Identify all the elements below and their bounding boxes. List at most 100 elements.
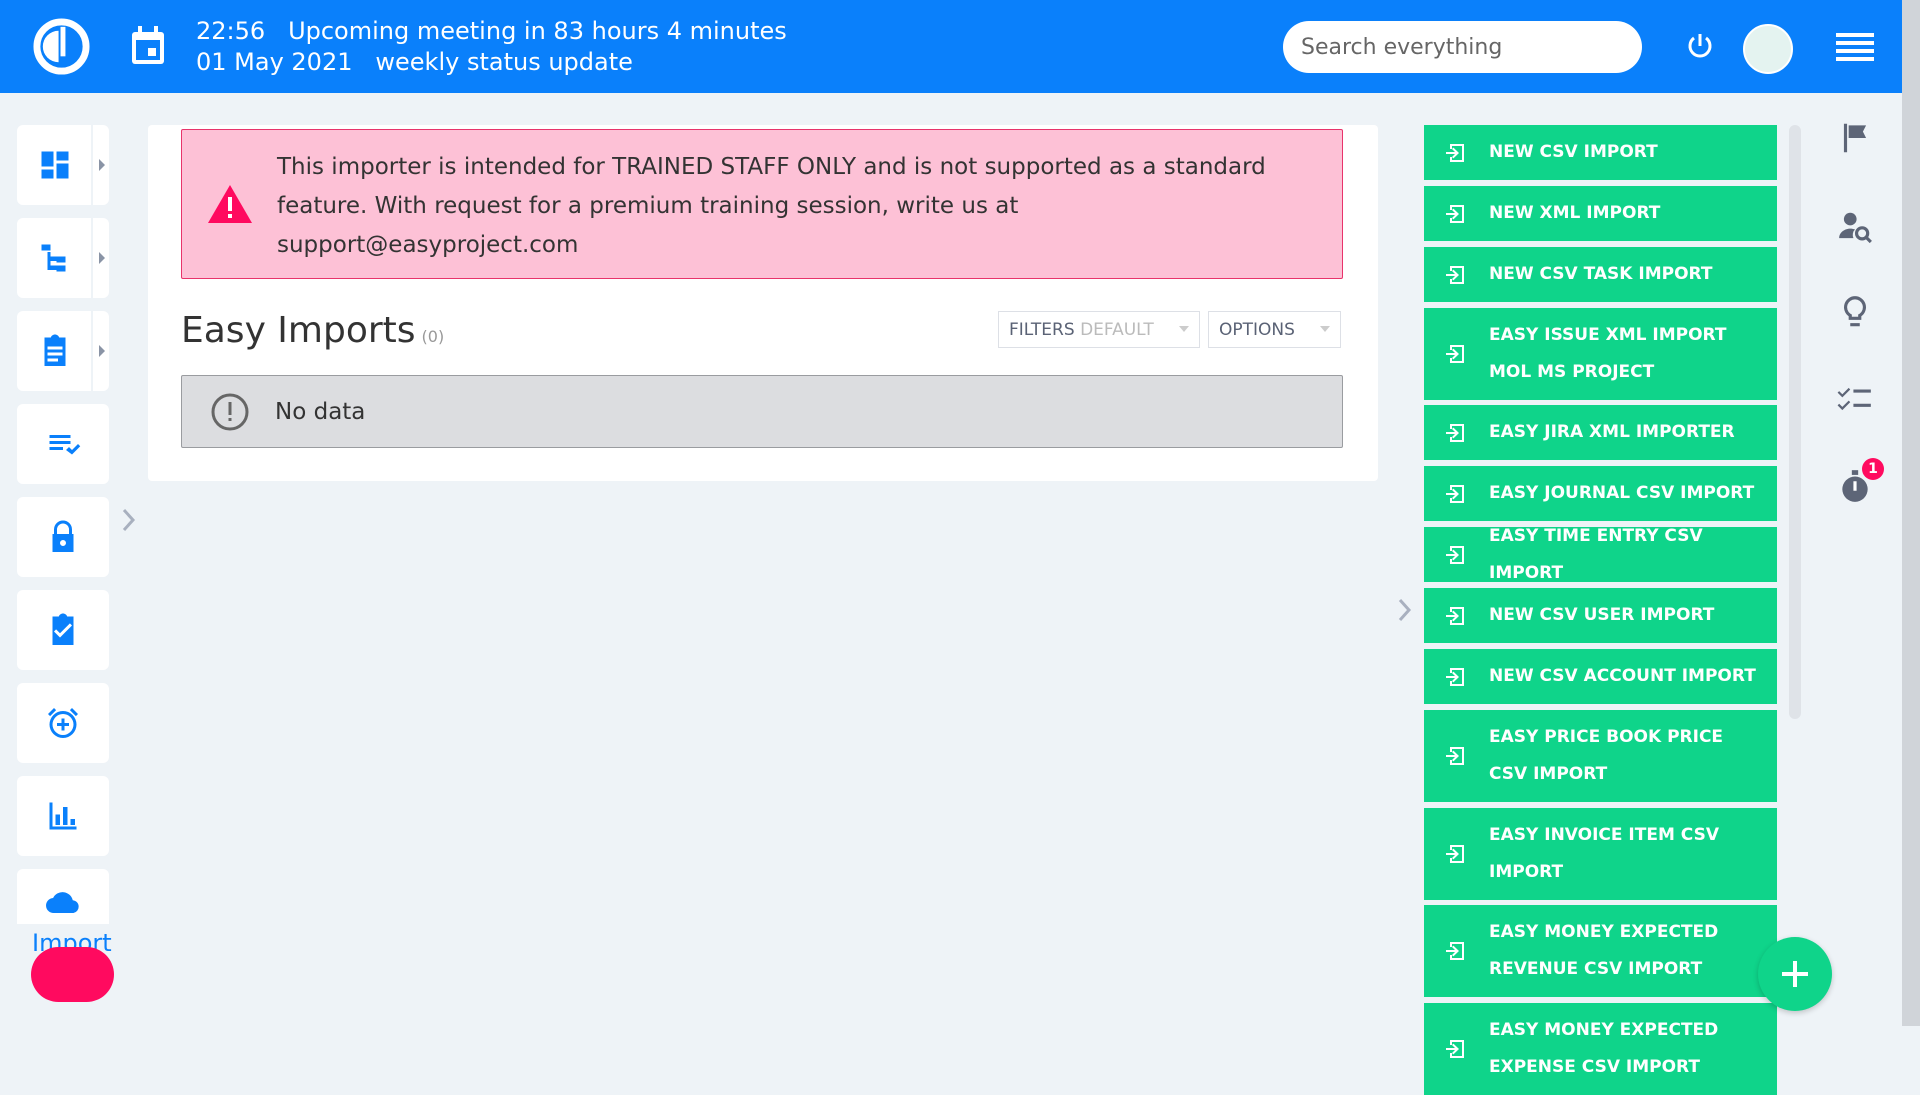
list-check-icon: [49, 435, 81, 455]
feedback-blob-button[interactable]: [31, 947, 114, 1002]
import-action-label: NEW XML IMPORT: [1489, 203, 1661, 223]
import-icon: [1446, 545, 1464, 564]
page-title-text: Easy Imports: [181, 310, 416, 351]
import-action-label: EASY TIME ENTRY CSV IMPORT: [1489, 525, 1703, 583]
checklist-icon[interactable]: [1836, 380, 1874, 418]
page-scrollbar[interactable]: [1902, 0, 1920, 1026]
import-action-button[interactable]: NEW CSV USER IMPORT: [1424, 588, 1777, 643]
lightbulb-icon[interactable]: [1836, 293, 1874, 331]
import-action-label: NEW CSV IMPORT: [1489, 142, 1658, 162]
no-data-panel: No data: [181, 375, 1343, 448]
expand-arrow-icon[interactable]: [99, 159, 105, 171]
power-icon[interactable]: [1686, 32, 1714, 60]
actions-collapse-chevron-icon[interactable]: [1398, 598, 1412, 622]
import-icon: [1446, 606, 1464, 625]
sidebar-item-checklist[interactable]: [17, 404, 109, 484]
import-action-button[interactable]: EASY INVOICE ITEM CSV IMPORT: [1424, 808, 1777, 900]
warning-icon: [208, 185, 252, 223]
import-action-button[interactable]: EASY MONEY EXPECTED EXPENSE CSV IMPORT: [1424, 1003, 1777, 1095]
import-action-label: NEW CSV ACCOUNT IMPORT: [1489, 666, 1756, 686]
import-action-button[interactable]: NEW CSV ACCOUNT IMPORT: [1424, 649, 1777, 704]
sidebar-item-reports[interactable]: [17, 776, 109, 856]
add-fab-button[interactable]: [1758, 937, 1832, 1011]
tree-icon: [41, 244, 66, 272]
sidebar-item-my-tasks[interactable]: [17, 590, 109, 670]
import-action-label: EASY PRICE BOOK PRICE CSV IMPORT: [1489, 727, 1724, 784]
options-dropdown[interactable]: OPTIONS: [1208, 311, 1341, 348]
sidebar-item-tasks[interactable]: [17, 311, 109, 391]
import-icon: [1446, 667, 1464, 686]
import-action-label: EASY MONEY EXPECTED REVENUE CSV IMPORT: [1489, 922, 1719, 979]
user-search-icon[interactable]: [1836, 208, 1874, 246]
page-title: Easy Imports (0): [181, 310, 444, 351]
import-action-label: EASY JOURNAL CSV IMPORT: [1489, 483, 1755, 503]
alarm-plus-icon: [48, 708, 78, 738]
sidebar-expand-chevron-icon[interactable]: [122, 508, 136, 532]
import-icon: [1446, 143, 1464, 162]
filters-dropdown[interactable]: FILTERS DEFAULT: [998, 311, 1200, 348]
import-action-label: EASY INVOICE ITEM CSV IMPORT: [1489, 825, 1719, 882]
upcoming-meeting: Upcoming meeting in 83 hours 4 minutes: [288, 17, 787, 45]
flag-icon[interactable]: [1836, 119, 1874, 157]
warning-alert: This importer is intended for TRAINED ST…: [181, 129, 1343, 279]
import-action-label: NEW CSV TASK IMPORT: [1489, 264, 1713, 284]
expand-arrow-icon[interactable]: [99, 252, 105, 264]
import-icon: [1446, 942, 1464, 960]
filters-label: FILTERS: [1009, 319, 1075, 340]
import-icon: [1446, 345, 1464, 363]
lock-icon: [52, 520, 74, 552]
sidebar-item-dashboard[interactable]: [17, 125, 109, 205]
import-action-button[interactable]: NEW CSV IMPORT: [1424, 125, 1777, 180]
info-circle-icon: [211, 393, 249, 430]
cloud-icon: [46, 892, 79, 914]
timer-badge: 1: [1862, 458, 1884, 480]
caret-down-icon: [1179, 326, 1189, 332]
import-action-button[interactable]: EASY PRICE BOOK PRICE CSV IMPORT: [1424, 710, 1777, 802]
plus-icon: [1782, 961, 1808, 987]
expand-arrow-icon[interactable]: [99, 345, 105, 357]
current-date: 01 May 2021: [196, 48, 353, 76]
import-action-label: EASY JIRA XML IMPORTER: [1489, 422, 1735, 442]
import-action-label: NEW CSV USER IMPORT: [1489, 605, 1715, 625]
import-action-button[interactable]: NEW CSV TASK IMPORT: [1424, 247, 1777, 302]
import-icon: [1446, 423, 1464, 442]
options-label: OPTIONS: [1219, 319, 1295, 340]
sidebar-item-projects-tree[interactable]: [17, 218, 109, 298]
import-action-button[interactable]: NEW XML IMPORT: [1424, 186, 1777, 241]
import-action-button[interactable]: EASY JOURNAL CSV IMPORT: [1424, 466, 1777, 521]
import-icon: [1446, 265, 1464, 284]
calendar-icon[interactable]: [130, 26, 166, 66]
timer-icon[interactable]: [1836, 467, 1874, 505]
hamburger-menu-icon[interactable]: [1836, 33, 1874, 61]
filters-value: DEFAULT: [1080, 319, 1154, 340]
import-action-label: EASY ISSUE XML IMPORT MOL MS PROJECT: [1489, 325, 1727, 382]
clock-time: 22:56: [196, 17, 266, 45]
sidebar-item-import[interactable]: [17, 869, 109, 924]
actions-scrollbar[interactable]: [1789, 125, 1801, 719]
sidebar-item-administration[interactable]: [17, 497, 109, 577]
meeting-title: weekly status update: [375, 48, 633, 76]
alert-text: This importer is intended for TRAINED ST…: [277, 154, 1266, 258]
import-action-button[interactable]: EASY JIRA XML IMPORTER: [1424, 405, 1777, 460]
caret-down-icon: [1320, 326, 1330, 332]
import-icon: [1446, 845, 1464, 863]
meeting-line[interactable]: 22:56 Upcoming meeting in 83 hours 4 min…: [196, 17, 787, 45]
import-action-label: EASY MONEY EXPECTED EXPENSE CSV IMPORT: [1489, 1020, 1719, 1077]
avatar[interactable]: [1743, 24, 1793, 74]
top-bar: 22:56 Upcoming meeting in 83 hours 4 min…: [0, 0, 1902, 93]
search-input[interactable]: [1283, 21, 1642, 73]
import-icon: [1446, 747, 1464, 765]
import-action-button[interactable]: EASY ISSUE XML IMPORT MOL MS PROJECT: [1424, 308, 1777, 400]
import-action-button[interactable]: EASY TIME ENTRY CSV IMPORT: [1424, 526, 1777, 583]
clipboard-check-icon: [52, 613, 74, 645]
logo-icon[interactable]: [32, 17, 91, 76]
dashboard-icon: [41, 151, 69, 179]
sidebar-item-reminders[interactable]: [17, 683, 109, 763]
no-data-text: No data: [275, 398, 366, 425]
import-icon: [1446, 484, 1464, 503]
import-icon: [1446, 204, 1464, 223]
bar-chart-icon: [49, 802, 77, 830]
clipboard-icon: [44, 334, 66, 366]
date-line: 01 May 2021 weekly status update: [196, 48, 633, 76]
import-action-button[interactable]: EASY MONEY EXPECTED REVENUE CSV IMPORT: [1424, 905, 1777, 997]
